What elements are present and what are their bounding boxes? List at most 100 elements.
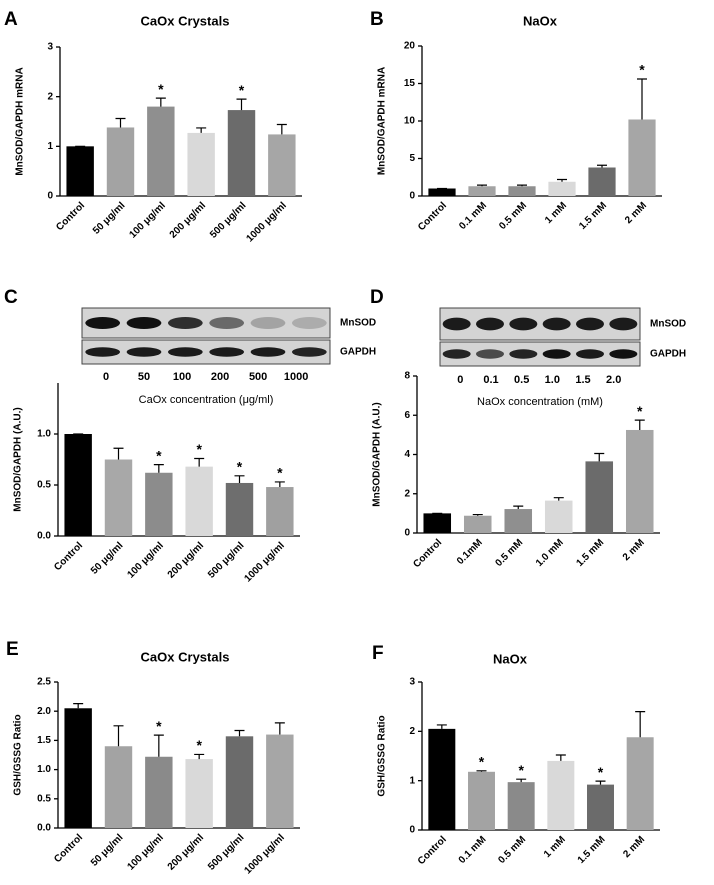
lane-label: 0 [457,374,463,386]
lane-label: 500 [249,371,267,383]
x-tick-label: 0.5 mM [493,537,525,569]
error-bar [274,722,285,735]
error-bar [513,505,524,510]
y-tick-label: 1.0 [37,764,51,775]
y-tick-label: 0.0 [37,823,51,834]
x-tick-label: 2 mM [623,200,649,226]
y-tick-label: 5 [409,153,415,164]
error-bar [637,78,647,120]
error-bar [155,97,166,107]
lane-label: 1000 [284,371,308,383]
bar [104,459,133,536]
significance-mark: * [639,62,645,78]
lane-label: 1.0 [545,374,560,386]
bar [547,760,575,830]
x-tick-label: 0.5 mM [496,834,528,866]
y-tick-label: 1 [47,141,53,152]
blot-band [126,317,162,329]
chart-title: NaOx [523,13,558,28]
bar [468,186,496,196]
error-bar [595,780,606,785]
bar [147,106,175,196]
blot-band [250,347,286,357]
y-tick-label: 2 [404,488,410,499]
bar [104,746,133,828]
significance-mark: * [479,754,485,770]
error-bar [274,481,285,488]
blot-strip [439,307,641,341]
blot-band [85,347,121,357]
error-bar [153,734,164,757]
bar [625,429,654,533]
error-bar [113,447,124,460]
x-tick-label: 500 μg/ml [208,200,249,241]
error-bar [194,753,205,760]
blot-strip [439,341,641,367]
x-tick-label: 0.1 mM [457,834,489,866]
bar [423,513,452,533]
blot-band [85,317,121,329]
blot-strip [81,339,331,365]
y-tick-label: 0.5 [37,480,51,491]
y-tick-label: 1 [409,775,415,786]
x-tick-label: 100 μg/ml [125,540,166,581]
error-bar [476,770,487,772]
bar [187,132,215,196]
chart-title: CaOx Crystals [141,13,230,28]
error-bar [153,464,164,473]
error-bar [436,724,447,729]
blot-label: GAPDH [340,347,376,358]
blot-label: MnSOD [650,319,686,330]
blot-band [609,317,638,331]
panel-letter: D [370,287,384,308]
y-axis-label: GSH/GSSG Ratio [377,715,388,796]
x-tick-label: Control [52,540,85,573]
y-tick-label: 0 [47,191,53,202]
error-bar [594,452,605,462]
bar [428,188,456,196]
x-tick-label: 0.5 mM [497,200,529,232]
blot-band [576,349,604,359]
bar [428,728,456,830]
blot-band [509,317,538,331]
bar [225,482,254,536]
y-tick-label: 8 [404,371,410,382]
y-tick-label: 10 [404,116,416,127]
bar [544,500,573,533]
significance-mark: * [239,82,245,98]
blot-band [291,347,327,357]
bar [66,146,94,196]
x-tick-label: 2 mM [621,537,647,563]
x-tick-label: 1 mM [543,200,569,226]
panel-letter: C [4,287,18,308]
error-bar [557,178,567,182]
bar [463,515,492,533]
error-bar [597,164,607,168]
bar [468,771,495,830]
bar [225,736,254,828]
error-bar [634,419,645,430]
x-tick-label: 0.1 mM [457,200,489,232]
blot-band [167,347,203,357]
y-tick-label: 15 [404,78,416,89]
panel-letter: E [6,639,19,660]
x-tick-label: 0.1mM [455,537,485,567]
x-tick-label: Control [416,834,449,867]
bar [185,466,213,536]
blot-band [476,349,504,359]
y-axis-label: MnSOD/GAPDH (A.U.) [372,402,383,506]
bar [266,734,294,828]
bar [145,756,173,828]
bar [587,784,614,830]
lane-label: 2.0 [606,374,621,386]
bar [507,782,535,830]
x-tick-label: 50 μg/ml [89,832,126,869]
x-tick-label: 500 μg/ml [206,832,247,873]
x-tick-label: 1000 μg/ml [242,540,286,584]
error-bar [477,184,487,187]
bar [628,119,656,196]
y-tick-label: 0 [404,528,410,539]
blot-label: MnSOD [340,318,376,329]
bar [64,434,92,536]
x-tick-label: Control [54,200,87,233]
